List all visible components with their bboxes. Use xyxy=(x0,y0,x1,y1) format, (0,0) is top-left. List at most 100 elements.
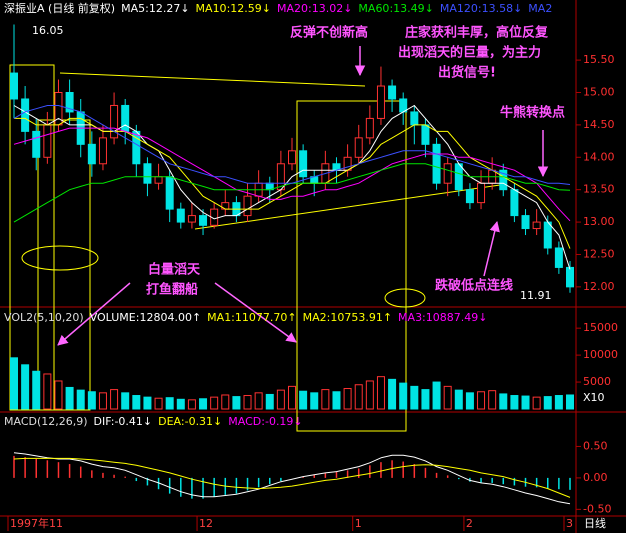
candle-body xyxy=(354,137,363,158)
candle-body xyxy=(87,143,96,165)
price-header: 深振业A (日线 前复权) MA5:12.27↓ MA10:12.59↓ MA20:1… xyxy=(4,1,552,15)
candle-body xyxy=(143,163,152,184)
annotation: 反弹不创新高 xyxy=(290,25,368,41)
candle-body xyxy=(154,176,163,184)
candle-body xyxy=(21,98,30,132)
volume-bar xyxy=(110,389,119,410)
candle-body xyxy=(187,215,196,223)
volume-bar xyxy=(477,391,486,410)
legend-readout: :-0.19↓ xyxy=(261,415,302,428)
y-tick-label: -0.50 xyxy=(583,502,611,515)
highlight-ellipse xyxy=(21,245,99,271)
volume-bar xyxy=(399,382,408,410)
volume-bar xyxy=(332,391,341,410)
y-tick-label: 14.00 xyxy=(583,150,615,163)
candle-body xyxy=(299,150,308,178)
arrow xyxy=(214,282,297,343)
max-label: 16.05 xyxy=(32,24,64,37)
volume-bar xyxy=(232,396,241,410)
x-tick-label: 1997年11 xyxy=(10,516,63,530)
legend-name: MA5 xyxy=(121,2,145,15)
candle-body xyxy=(110,104,119,139)
stock-title: 深振业A (日线 前复权) xyxy=(4,1,115,15)
highlight-box xyxy=(296,100,407,432)
volume-bar xyxy=(343,388,352,410)
volume-bar xyxy=(388,378,397,410)
y-tick-label: 12.00 xyxy=(583,280,615,293)
volume-bar xyxy=(176,398,185,410)
volume-bar xyxy=(532,396,541,410)
legend-name: MACD xyxy=(228,415,261,428)
candle-body xyxy=(510,189,519,217)
candle-body xyxy=(454,163,463,191)
legend-readout: :-0.31↓ xyxy=(181,415,222,428)
volume-bar xyxy=(321,389,330,410)
candle-body xyxy=(365,117,374,139)
legend-readout: :12.59↓ xyxy=(227,2,271,15)
volume-bar xyxy=(43,373,52,410)
candle-body xyxy=(566,266,574,288)
volume-bar xyxy=(454,389,463,410)
highlight-box xyxy=(9,64,55,411)
legend-readout: :12.27↓ xyxy=(145,2,189,15)
ma-line xyxy=(13,127,571,222)
candle-body xyxy=(176,208,185,223)
candle-body xyxy=(65,92,74,113)
y-tick-label: 12.50 xyxy=(583,247,615,260)
candle-body xyxy=(10,72,18,100)
volume-bar xyxy=(421,389,430,410)
highlight-ellipse xyxy=(384,288,426,308)
ma-line xyxy=(14,117,571,249)
legend-name: DIF xyxy=(94,415,112,428)
candle-body xyxy=(98,137,107,165)
macd-line xyxy=(13,452,571,505)
volume-bar xyxy=(98,392,107,410)
volume-bar xyxy=(132,395,141,410)
candle-body xyxy=(465,189,474,204)
y-tick-label: 15.00 xyxy=(583,86,615,99)
header-item: MA2:10753.91↑ xyxy=(303,311,392,324)
legend-name: MA2 xyxy=(528,2,552,15)
annotation: 白量滔天 xyxy=(148,262,201,278)
volume-bar xyxy=(276,389,285,410)
trend-line xyxy=(194,184,501,230)
volume-bar xyxy=(288,385,296,410)
volume-bar xyxy=(443,385,452,410)
volume-bar xyxy=(76,389,85,410)
legend-readout: :13.02↓ xyxy=(308,2,352,15)
candle-body xyxy=(32,130,41,158)
y-tick-label: 0.50 xyxy=(583,439,608,452)
candle-body xyxy=(121,104,130,132)
header-item: VOLUME:12804.00↑ xyxy=(90,311,201,324)
volume-bar xyxy=(199,398,208,410)
candle-body xyxy=(477,182,486,204)
legend-name: MA10 xyxy=(196,2,227,15)
volume-bar xyxy=(254,392,263,410)
candle-body xyxy=(288,150,296,165)
legend-readout: :13.49↓ xyxy=(389,2,433,15)
volume-bar xyxy=(543,396,552,410)
macd-line xyxy=(13,457,571,498)
candle-body xyxy=(410,111,419,126)
annotation: 庄家获利丰厚，高位反复 xyxy=(405,25,549,41)
volume-bar xyxy=(566,394,574,410)
candle-body xyxy=(243,195,252,217)
candle-body xyxy=(532,221,541,230)
candle-body xyxy=(443,163,452,184)
y-tick-label: 15.50 xyxy=(583,53,615,66)
candle-body xyxy=(543,221,552,249)
x-tick-label: 3 xyxy=(566,517,573,530)
annotation: 出货信号! xyxy=(438,65,496,81)
trend-line xyxy=(59,72,366,87)
header-item: MA1:11077.70↑ xyxy=(207,311,296,324)
volume-bar xyxy=(54,380,63,410)
candle-body xyxy=(165,176,174,210)
y-tick-label: 15000 xyxy=(583,321,618,334)
volume-bar xyxy=(210,396,219,410)
header-item: MA3:10887.49↓ xyxy=(398,311,487,324)
x-tick-label: 1 xyxy=(355,517,362,530)
legend-name: MA20 xyxy=(277,2,308,15)
arrow xyxy=(483,220,500,277)
